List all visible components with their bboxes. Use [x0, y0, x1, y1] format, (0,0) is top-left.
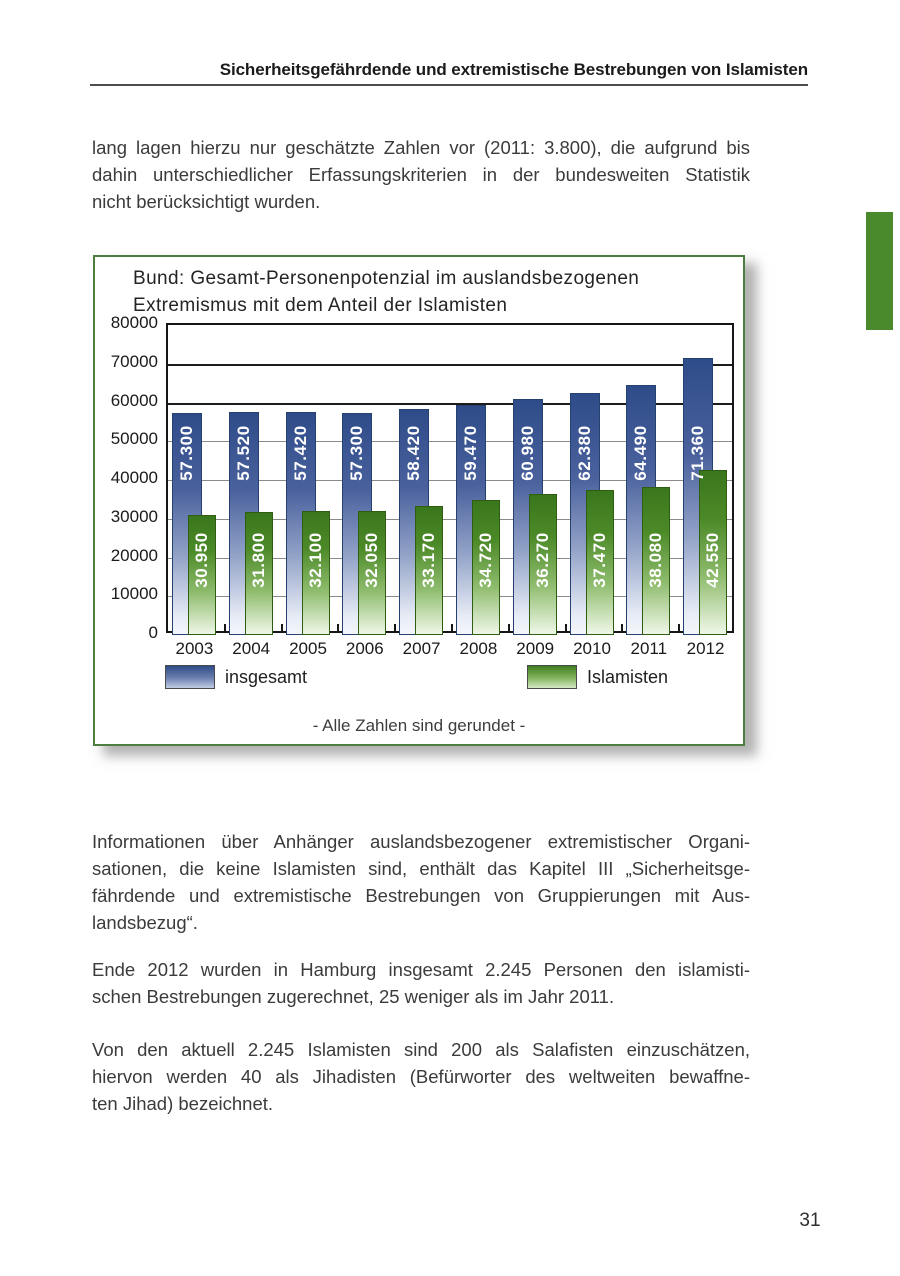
- y-axis-label: 10000: [110, 584, 158, 604]
- bar-islamisten-2004: [244, 511, 273, 635]
- y-axis-label: 0: [148, 623, 158, 642]
- gridline-10000: [168, 596, 732, 598]
- x-axis-label-2004: 2004: [232, 639, 271, 658]
- gridline-60000: [168, 402, 732, 405]
- bar-value-label-insgesamt-2003: 57.300: [177, 425, 196, 481]
- bar-value-label-insgesamt-2004: 57.520: [233, 425, 253, 481]
- text-line: dahin unterschiedlicher Erfassungskriter…: [92, 164, 750, 185]
- chart-panel: Bund: Gesamt-Personenpotenzial im auslan…: [93, 255, 745, 746]
- legend-label-islamisten: Islamisten: [587, 667, 669, 687]
- bar-value-label-islamisten-2004: 31.800: [248, 532, 268, 588]
- bar-islamisten-2009: [528, 494, 557, 635]
- bar-value-label-islamisten-2006: 32.050: [362, 532, 382, 588]
- bar-value-label-islamisten-2009: 36.270: [532, 532, 552, 588]
- text-line: ten Jihad) bezeichnet.: [92, 1093, 274, 1114]
- gridline-50000: [168, 441, 732, 443]
- y-axis-label: 60000: [110, 390, 158, 410]
- text-line: landsbezug“.: [92, 912, 198, 933]
- bar-value-label-islamisten-2003: 30.950: [192, 532, 211, 588]
- x-axis-label-2012: 2012: [686, 639, 725, 658]
- text-line: sationen, die keine Islamisten sind, ent…: [92, 858, 750, 879]
- gridline-40000: [168, 480, 732, 481]
- bar-islamisten-2011: [642, 487, 671, 635]
- gridline-20000: [168, 557, 732, 559]
- bar-islamisten-2008: [472, 500, 500, 635]
- paragraph: Von den aktuell 2.245 Islamisten sind 20…: [92, 1036, 750, 1117]
- x-axis-tick: [394, 624, 397, 631]
- x-axis-label-2011: 2011: [630, 639, 668, 658]
- text-line: schen Bestrebungen zugerechnet, 25 wenig…: [92, 986, 615, 1007]
- x-axis-tick: [564, 624, 567, 631]
- y-axis-label: 20000: [110, 545, 158, 565]
- plot-area: 57.300 30.950 57.520 31.800 57.420 32.100 57.3…: [166, 323, 734, 635]
- x-axis-tick: [621, 624, 624, 631]
- chart-footnote: - Alle Zahlen sind gerundet -: [312, 716, 526, 735]
- bar-value-label-islamisten-2008: 34.720: [476, 532, 495, 588]
- x-axis-label-2009: 2009: [516, 639, 555, 658]
- bar-value-label-insgesamt-2005: 57.420: [290, 425, 310, 481]
- bar-value-label-islamisten-2011: 38.080: [646, 532, 666, 588]
- bar-islamisten-2005: [301, 510, 330, 635]
- text-line: Ende 2012 wurden in Hamburg insgesamt 2.…: [92, 959, 750, 980]
- x-axis-tick: [678, 624, 681, 631]
- bar-value-label-islamisten-2007: 33.170: [419, 532, 439, 588]
- paragraph: lang lagen hierzu nur geschätzte Zahlen …: [92, 134, 750, 215]
- bar-value-label-insgesamt-2012: 71.360: [688, 425, 708, 481]
- x-axis-label-2006: 2006: [345, 639, 384, 658]
- legend-swatch-islamisten: [527, 665, 577, 689]
- text-line: Informationen über Anhänger auslandsbezo…: [92, 831, 750, 852]
- paragraph: Informationen über Anhänger auslandsbezo…: [92, 828, 750, 936]
- chapter-tab: [866, 212, 893, 330]
- x-axis-tick: [451, 624, 453, 631]
- y-axis-label: 70000: [110, 351, 158, 371]
- x-axis-tick: [337, 624, 340, 631]
- chart-title-line-2: Extremismus mit dem Anteil der Islamiste…: [133, 295, 508, 316]
- gridline-30000: [168, 518, 732, 520]
- running-header: Sicherheitsgefährdende und extremistisch…: [219, 60, 808, 79]
- bar-value-label-insgesamt-2009: 60.980: [517, 425, 537, 481]
- bar-value-label-insgesamt-2006: 57.300: [347, 425, 367, 481]
- bar-islamisten-2003: [188, 515, 216, 635]
- chart-title-line-1: Bund: Gesamt-Personenpotenzial im auslan…: [133, 268, 640, 289]
- text-line: Von den aktuell 2.245 Islamisten sind 20…: [92, 1039, 750, 1060]
- bar-value-label-insgesamt-2011: 64.490: [631, 425, 651, 481]
- legend-label-insgesamt: insgesamt: [225, 667, 308, 687]
- bar-islamisten-2007: [415, 506, 444, 635]
- bar-value-label-insgesamt-2008: 59.470: [461, 425, 480, 481]
- y-axis-label: 50000: [110, 429, 158, 449]
- y-axis-label: 80000: [110, 313, 158, 332]
- x-axis-label-2010: 2010: [573, 639, 611, 658]
- x-axis-tick: [507, 624, 510, 631]
- gridline-70000: [168, 363, 732, 366]
- bar-islamisten-2006: [358, 510, 387, 635]
- legend-swatch-insgesamt: [165, 665, 215, 689]
- chart-title: Bund: Gesamt-Personenpotenzial im auslan…: [133, 265, 639, 319]
- text-line: fährdende und extremistische Bestrebunge…: [92, 885, 750, 906]
- header-rule: [90, 84, 808, 86]
- y-axis-label: 40000: [110, 468, 158, 487]
- text-line: hiervon werden 40 als Jihadisten (Befürw…: [92, 1066, 750, 1087]
- text-line: lang lagen hierzu nur geschätzte Zahlen …: [92, 137, 750, 158]
- y-axis-label: 30000: [110, 506, 158, 526]
- x-axis-tick: [223, 624, 226, 631]
- paragraph: Ende 2012 wurden in Hamburg insgesamt 2.…: [92, 956, 750, 1010]
- x-axis-label-2007: 2007: [402, 639, 441, 658]
- bar-value-label-islamisten-2010: 37.470: [589, 532, 609, 588]
- x-axis-label-2008: 2008: [459, 639, 498, 658]
- bar-islamisten-2012: [699, 470, 728, 635]
- bar-islamisten-2010: [585, 489, 614, 635]
- page-number: 31: [799, 1210, 821, 1231]
- bar-value-label-insgesamt-2010: 62.380: [574, 425, 594, 481]
- x-axis-label-2003: 2003: [175, 639, 214, 658]
- bar-value-label-islamisten-2012: 42.550: [703, 532, 723, 588]
- bar-value-label-insgesamt-2007: 58.420: [404, 425, 424, 481]
- x-axis-label-2005: 2005: [289, 639, 327, 658]
- bar-value-label-islamisten-2005: 32.100: [305, 532, 325, 588]
- x-axis-tick: [280, 624, 283, 631]
- text-line: nicht berücksichtigt wurden.: [92, 191, 321, 212]
